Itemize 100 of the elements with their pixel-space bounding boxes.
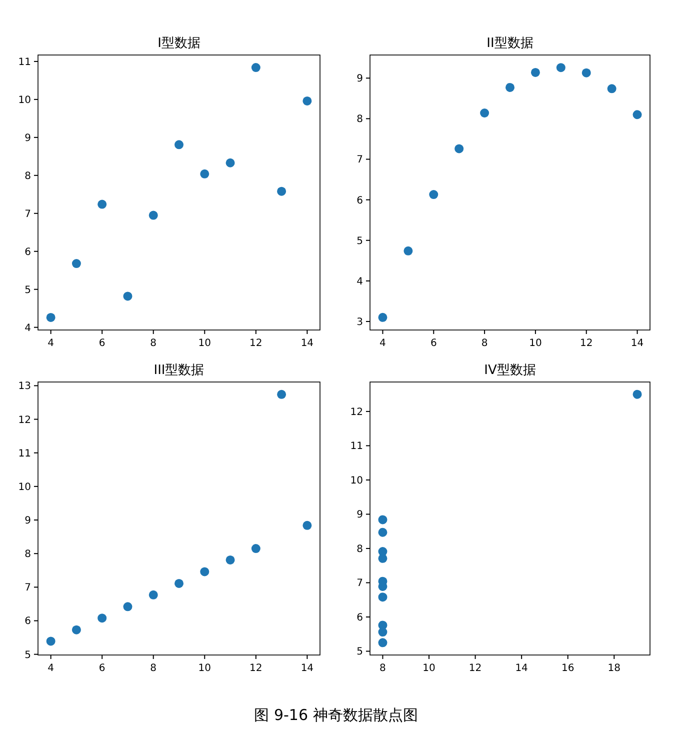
- y-tick-label: 11: [350, 441, 363, 452]
- point: [72, 259, 81, 268]
- point: [404, 246, 413, 256]
- point: [174, 578, 184, 588]
- y-tick-label: 10: [18, 482, 31, 493]
- x-tick-label: 14: [630, 338, 644, 349]
- point: [226, 555, 235, 564]
- y-tick-label: 6: [356, 195, 363, 206]
- x-tick-label: 10: [422, 663, 436, 674]
- point: [607, 84, 616, 94]
- x-tick-label: 6: [98, 338, 106, 349]
- point: [277, 186, 286, 196]
- y-tick-label: 7: [356, 154, 363, 166]
- chart-title: IV型数据: [484, 363, 536, 378]
- point: [46, 636, 56, 646]
- point: [302, 520, 312, 530]
- y-tick-label: 5: [24, 284, 31, 296]
- point: [632, 110, 642, 120]
- point: [378, 628, 388, 637]
- point: [148, 590, 158, 600]
- y-tick-label: 8: [356, 544, 363, 555]
- point: [123, 602, 132, 612]
- y-tick-label: 13: [18, 381, 31, 392]
- point: [174, 140, 184, 150]
- y-tick-label: 9: [24, 132, 31, 144]
- x-tick-label: 10: [529, 338, 542, 349]
- chart-title: I型数据: [158, 36, 200, 51]
- x-tick-label: 12: [250, 663, 262, 674]
- y-tick-label: 6: [24, 616, 31, 628]
- x-tick-label: 10: [198, 338, 212, 349]
- point: [378, 515, 388, 524]
- y-tick-label: 8: [24, 170, 31, 182]
- x-tick-label: 4: [380, 338, 386, 349]
- x-tick-label: 12: [250, 338, 262, 349]
- chart-title: III型数据: [154, 363, 204, 378]
- point: [506, 82, 514, 92]
- x-tick-label: 12: [580, 338, 593, 349]
- point: [148, 210, 158, 220]
- point: [251, 544, 260, 554]
- y-tick-label: 11: [18, 56, 31, 68]
- point: [277, 390, 286, 399]
- point: [200, 567, 210, 576]
- x-tick-label: 4: [48, 663, 54, 674]
- y-tick-label: 10: [18, 94, 31, 106]
- point: [378, 638, 388, 648]
- point: [123, 292, 132, 301]
- point: [226, 158, 235, 168]
- x-tick-label: 8: [150, 338, 157, 349]
- point: [454, 144, 464, 154]
- point: [556, 63, 566, 72]
- y-tick-label: 5: [356, 236, 363, 247]
- x-tick-label: 6: [98, 663, 106, 674]
- x-tick-label: 14: [300, 663, 314, 674]
- point: [98, 200, 107, 209]
- point: [480, 108, 490, 118]
- y-tick-label: 9: [356, 74, 363, 85]
- x-tick-label: 10: [198, 663, 212, 674]
- point: [632, 390, 642, 399]
- y-tick-label: 12: [18, 414, 31, 426]
- point: [530, 68, 540, 77]
- x-tick-label: 8: [150, 663, 157, 674]
- x-tick-label: 14: [300, 338, 314, 349]
- y-tick-label: 3: [356, 316, 363, 328]
- y-tick-label: 5: [24, 650, 31, 661]
- chart-title: II型数据: [486, 36, 534, 51]
- point: [200, 169, 210, 178]
- x-tick-label: 12: [468, 663, 482, 674]
- y-tick-label: 10: [350, 475, 363, 486]
- x-tick-label: 16: [561, 663, 574, 674]
- y-tick-label: 6: [356, 612, 363, 624]
- y-tick-label: 7: [24, 208, 31, 220]
- point: [72, 625, 81, 634]
- point: [98, 614, 107, 623]
- y-tick-label: 11: [18, 448, 31, 460]
- caption: 图 9-16 神奇数据散点图: [254, 706, 418, 724]
- point: [46, 312, 56, 322]
- point: [378, 592, 388, 602]
- y-tick-label: 6: [24, 246, 31, 258]
- x-tick-label: 8: [380, 663, 386, 674]
- y-tick-label: 7: [24, 582, 31, 594]
- y-tick-label: 8: [356, 114, 363, 126]
- point: [582, 68, 591, 78]
- y-tick-label: 5: [356, 646, 363, 658]
- y-tick-label: 8: [24, 549, 31, 560]
- y-tick-label: 4: [24, 322, 31, 334]
- y-tick-label: 9: [356, 510, 363, 521]
- x-tick-label: 8: [481, 338, 488, 349]
- x-tick-label: 18: [608, 663, 620, 674]
- y-tick-label: 7: [356, 578, 363, 590]
- x-tick-label: 4: [48, 338, 54, 349]
- point: [429, 190, 438, 200]
- point: [378, 528, 388, 537]
- y-tick-label: 4: [356, 276, 363, 288]
- point: [251, 63, 260, 72]
- y-tick-label: 9: [24, 516, 31, 527]
- y-tick-label: 12: [350, 406, 363, 418]
- x-tick-label: 14: [515, 663, 528, 674]
- x-tick-label: 6: [430, 338, 437, 349]
- point: [378, 312, 388, 322]
- point: [302, 96, 312, 106]
